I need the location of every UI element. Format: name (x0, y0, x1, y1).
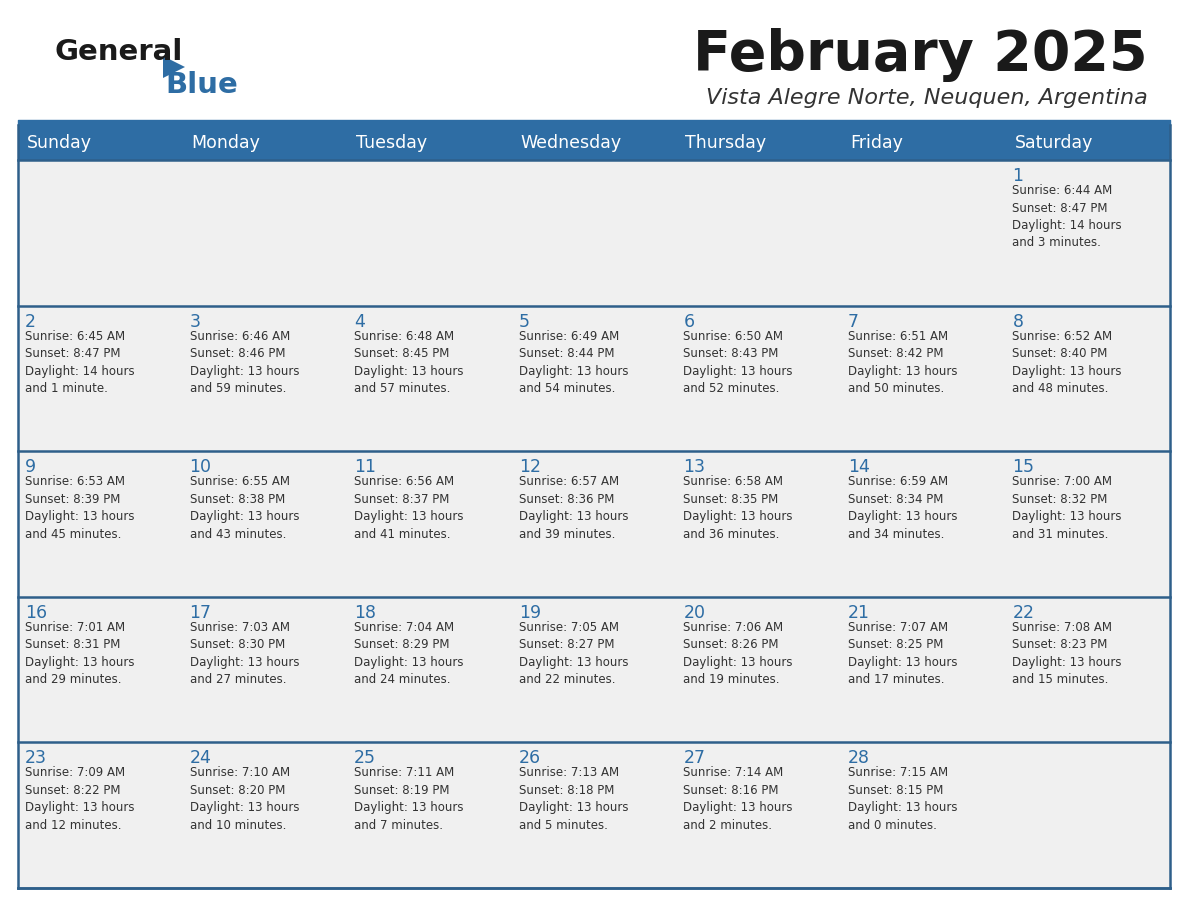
Text: Sunrise: 6:49 AM
Sunset: 8:44 PM
Daylight: 13 hours
and 54 minutes.: Sunrise: 6:49 AM Sunset: 8:44 PM Dayligh… (519, 330, 628, 395)
Bar (18, 306, 1170, 452)
Text: Sunrise: 7:01 AM
Sunset: 8:31 PM
Daylight: 13 hours
and 29 minutes.: Sunrise: 7:01 AM Sunset: 8:31 PM Dayligh… (25, 621, 134, 687)
Text: Sunday: Sunday (27, 133, 91, 151)
Polygon shape (163, 56, 185, 78)
Text: Sunrise: 6:59 AM
Sunset: 8:34 PM
Daylight: 13 hours
and 34 minutes.: Sunrise: 6:59 AM Sunset: 8:34 PM Dayligh… (848, 476, 958, 541)
Text: February 2025: February 2025 (694, 28, 1148, 82)
Text: Sunrise: 7:08 AM
Sunset: 8:23 PM
Daylight: 13 hours
and 15 minutes.: Sunrise: 7:08 AM Sunset: 8:23 PM Dayligh… (1012, 621, 1121, 687)
Text: Sunrise: 7:00 AM
Sunset: 8:32 PM
Daylight: 13 hours
and 31 minutes.: Sunrise: 7:00 AM Sunset: 8:32 PM Dayligh… (1012, 476, 1121, 541)
Text: 2: 2 (25, 313, 36, 330)
Text: 14: 14 (848, 458, 870, 476)
Text: Sunrise: 6:52 AM
Sunset: 8:40 PM
Daylight: 13 hours
and 48 minutes.: Sunrise: 6:52 AM Sunset: 8:40 PM Dayligh… (1012, 330, 1121, 395)
Text: Sunrise: 7:07 AM
Sunset: 8:25 PM
Daylight: 13 hours
and 17 minutes.: Sunrise: 7:07 AM Sunset: 8:25 PM Dayligh… (848, 621, 958, 687)
Text: 27: 27 (683, 749, 706, 767)
Text: Sunrise: 7:03 AM
Sunset: 8:30 PM
Daylight: 13 hours
and 27 minutes.: Sunrise: 7:03 AM Sunset: 8:30 PM Dayligh… (190, 621, 299, 687)
Text: 22: 22 (1012, 604, 1035, 621)
Text: Friday: Friday (849, 133, 903, 151)
Text: 19: 19 (519, 604, 541, 621)
Bar (18, 160, 1170, 306)
Text: 1: 1 (1012, 167, 1023, 185)
Text: 12: 12 (519, 458, 541, 476)
Bar (18, 743, 1170, 888)
Text: Sunrise: 6:46 AM
Sunset: 8:46 PM
Daylight: 13 hours
and 59 minutes.: Sunrise: 6:46 AM Sunset: 8:46 PM Dayligh… (190, 330, 299, 395)
Text: Sunrise: 6:58 AM
Sunset: 8:35 PM
Daylight: 13 hours
and 36 minutes.: Sunrise: 6:58 AM Sunset: 8:35 PM Dayligh… (683, 476, 792, 541)
Text: Sunrise: 6:50 AM
Sunset: 8:43 PM
Daylight: 13 hours
and 52 minutes.: Sunrise: 6:50 AM Sunset: 8:43 PM Dayligh… (683, 330, 792, 395)
Text: 3: 3 (190, 313, 201, 330)
Text: 25: 25 (354, 749, 377, 767)
Text: Sunrise: 7:14 AM
Sunset: 8:16 PM
Daylight: 13 hours
and 2 minutes.: Sunrise: 7:14 AM Sunset: 8:16 PM Dayligh… (683, 767, 792, 832)
Text: 5: 5 (519, 313, 530, 330)
Text: Sunrise: 6:55 AM
Sunset: 8:38 PM
Daylight: 13 hours
and 43 minutes.: Sunrise: 6:55 AM Sunset: 8:38 PM Dayligh… (190, 476, 299, 541)
Text: Sunrise: 7:05 AM
Sunset: 8:27 PM
Daylight: 13 hours
and 22 minutes.: Sunrise: 7:05 AM Sunset: 8:27 PM Dayligh… (519, 621, 628, 687)
Text: 20: 20 (683, 604, 706, 621)
Text: 9: 9 (25, 458, 36, 476)
Text: 8: 8 (1012, 313, 1023, 330)
Text: Vista Alegre Norte, Neuquen, Argentina: Vista Alegre Norte, Neuquen, Argentina (706, 88, 1148, 108)
Text: 16: 16 (25, 604, 48, 621)
Text: 17: 17 (190, 604, 211, 621)
Text: 13: 13 (683, 458, 706, 476)
Text: 26: 26 (519, 749, 541, 767)
Text: Wednesday: Wednesday (520, 133, 621, 151)
Text: Sunrise: 7:06 AM
Sunset: 8:26 PM
Daylight: 13 hours
and 19 minutes.: Sunrise: 7:06 AM Sunset: 8:26 PM Dayligh… (683, 621, 792, 687)
Text: Sunrise: 7:10 AM
Sunset: 8:20 PM
Daylight: 13 hours
and 10 minutes.: Sunrise: 7:10 AM Sunset: 8:20 PM Dayligh… (190, 767, 299, 832)
Text: Sunrise: 7:15 AM
Sunset: 8:15 PM
Daylight: 13 hours
and 0 minutes.: Sunrise: 7:15 AM Sunset: 8:15 PM Dayligh… (848, 767, 958, 832)
Text: Sunrise: 7:04 AM
Sunset: 8:29 PM
Daylight: 13 hours
and 24 minutes.: Sunrise: 7:04 AM Sunset: 8:29 PM Dayligh… (354, 621, 463, 687)
Bar (18, 125, 1170, 160)
Text: 18: 18 (354, 604, 377, 621)
Text: 23: 23 (25, 749, 48, 767)
Text: 7: 7 (848, 313, 859, 330)
Text: 4: 4 (354, 313, 365, 330)
Text: Sunrise: 6:44 AM
Sunset: 8:47 PM
Daylight: 14 hours
and 3 minutes.: Sunrise: 6:44 AM Sunset: 8:47 PM Dayligh… (1012, 184, 1121, 250)
Text: Sunrise: 7:09 AM
Sunset: 8:22 PM
Daylight: 13 hours
and 12 minutes.: Sunrise: 7:09 AM Sunset: 8:22 PM Dayligh… (25, 767, 134, 832)
Text: Saturday: Saturday (1015, 133, 1093, 151)
Text: Sunrise: 6:45 AM
Sunset: 8:47 PM
Daylight: 14 hours
and 1 minute.: Sunrise: 6:45 AM Sunset: 8:47 PM Dayligh… (25, 330, 134, 395)
Text: Tuesday: Tuesday (356, 133, 428, 151)
Bar (18, 452, 1170, 597)
Text: Sunrise: 6:53 AM
Sunset: 8:39 PM
Daylight: 13 hours
and 45 minutes.: Sunrise: 6:53 AM Sunset: 8:39 PM Dayligh… (25, 476, 134, 541)
Text: Thursday: Thursday (685, 133, 766, 151)
Text: Sunrise: 6:56 AM
Sunset: 8:37 PM
Daylight: 13 hours
and 41 minutes.: Sunrise: 6:56 AM Sunset: 8:37 PM Dayligh… (354, 476, 463, 541)
Text: Sunrise: 7:13 AM
Sunset: 8:18 PM
Daylight: 13 hours
and 5 minutes.: Sunrise: 7:13 AM Sunset: 8:18 PM Dayligh… (519, 767, 628, 832)
Text: 24: 24 (190, 749, 211, 767)
Text: Blue: Blue (165, 71, 238, 99)
Text: 21: 21 (848, 604, 870, 621)
Text: 15: 15 (1012, 458, 1035, 476)
Text: Sunrise: 7:11 AM
Sunset: 8:19 PM
Daylight: 13 hours
and 7 minutes.: Sunrise: 7:11 AM Sunset: 8:19 PM Dayligh… (354, 767, 463, 832)
Text: Sunrise: 6:48 AM
Sunset: 8:45 PM
Daylight: 13 hours
and 57 minutes.: Sunrise: 6:48 AM Sunset: 8:45 PM Dayligh… (354, 330, 463, 395)
Text: 10: 10 (190, 458, 211, 476)
Text: 28: 28 (848, 749, 870, 767)
Text: General: General (55, 38, 183, 66)
Bar (18, 597, 1170, 743)
Text: 11: 11 (354, 458, 377, 476)
Text: Sunrise: 6:51 AM
Sunset: 8:42 PM
Daylight: 13 hours
and 50 minutes.: Sunrise: 6:51 AM Sunset: 8:42 PM Dayligh… (848, 330, 958, 395)
Text: Sunrise: 6:57 AM
Sunset: 8:36 PM
Daylight: 13 hours
and 39 minutes.: Sunrise: 6:57 AM Sunset: 8:36 PM Dayligh… (519, 476, 628, 541)
Text: Monday: Monday (191, 133, 260, 151)
Text: 6: 6 (683, 313, 695, 330)
